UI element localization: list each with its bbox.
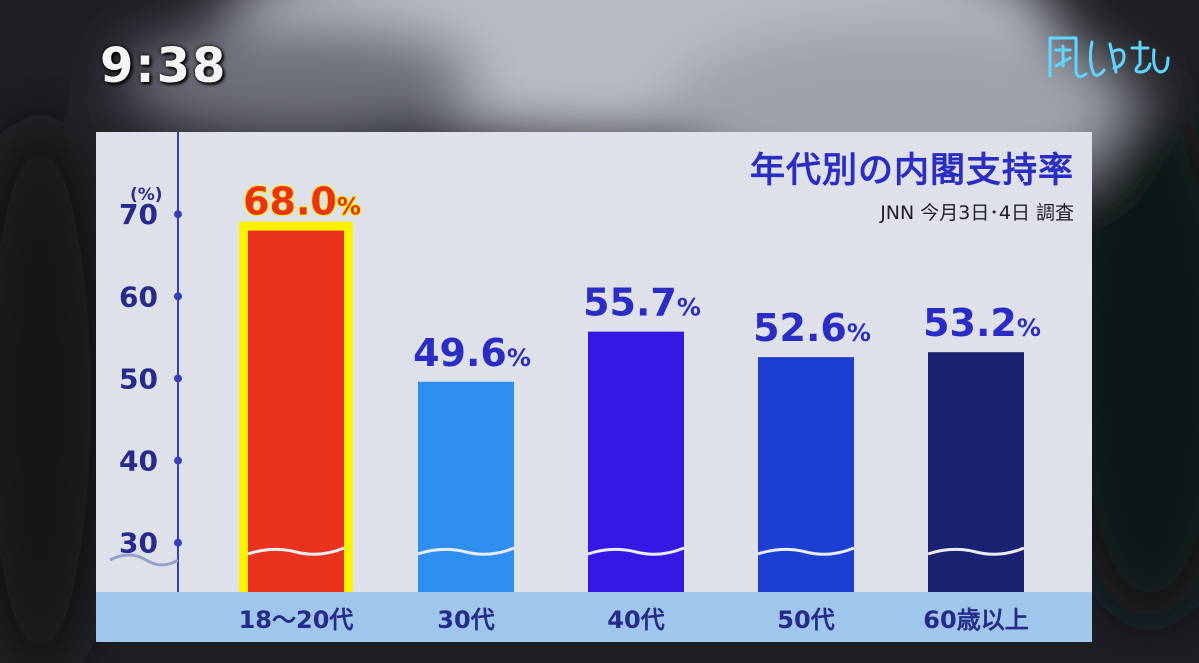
bar-break-mark: [417, 546, 515, 556]
y-tick-label: 70: [119, 198, 158, 231]
y-tick-mark: [174, 210, 182, 219]
x-category-label: 50代: [777, 606, 834, 634]
bar: [248, 230, 344, 592]
x-category-label: 40代: [607, 606, 664, 634]
x-category-label: 30代: [437, 606, 494, 634]
bar-value-label: 55.7%: [583, 281, 701, 325]
y-tick-label: 40: [119, 445, 158, 478]
bar-break-mark: [587, 546, 685, 556]
bar-value-label: 49.6%: [413, 331, 531, 375]
bar-value-label: 52.6%: [753, 306, 871, 350]
chart-subtitle: JNN 今月3日･4日 調査: [880, 202, 1074, 224]
x-category-label: 60歳以上: [923, 606, 1028, 634]
category-band: [96, 592, 1092, 642]
bar-break-mark: [927, 546, 1025, 556]
bar: [588, 331, 684, 592]
bar-value-label: 53.2%: [923, 301, 1041, 345]
y-tick-mark: [174, 456, 182, 465]
x-category-label: 18～20代: [239, 606, 354, 634]
bar: [418, 381, 514, 592]
chart-panel: (%) 30 40 50 60 70 68.0% 18～20代 49.6% 30代 55.7% 40代…: [96, 132, 1092, 642]
axis-break-mark: [109, 553, 179, 567]
bar-break-mark: [247, 546, 345, 556]
y-tick-mark: [174, 292, 182, 301]
clock: 9:38: [100, 38, 228, 94]
bar-break-mark: [757, 546, 855, 556]
y-tick-label: 50: [119, 362, 158, 395]
y-tick-label: 60: [119, 280, 158, 313]
bar-value-label: 68.0%: [243, 180, 361, 224]
y-axis-unit-label: (%): [130, 185, 163, 205]
y-tick-mark: [174, 538, 182, 547]
bar: [758, 357, 854, 592]
chart-title: 年代別の内閣支持率: [749, 151, 1074, 191]
y-tick-mark: [174, 374, 182, 383]
program-logo: [1048, 36, 1170, 79]
bar: [928, 352, 1024, 592]
